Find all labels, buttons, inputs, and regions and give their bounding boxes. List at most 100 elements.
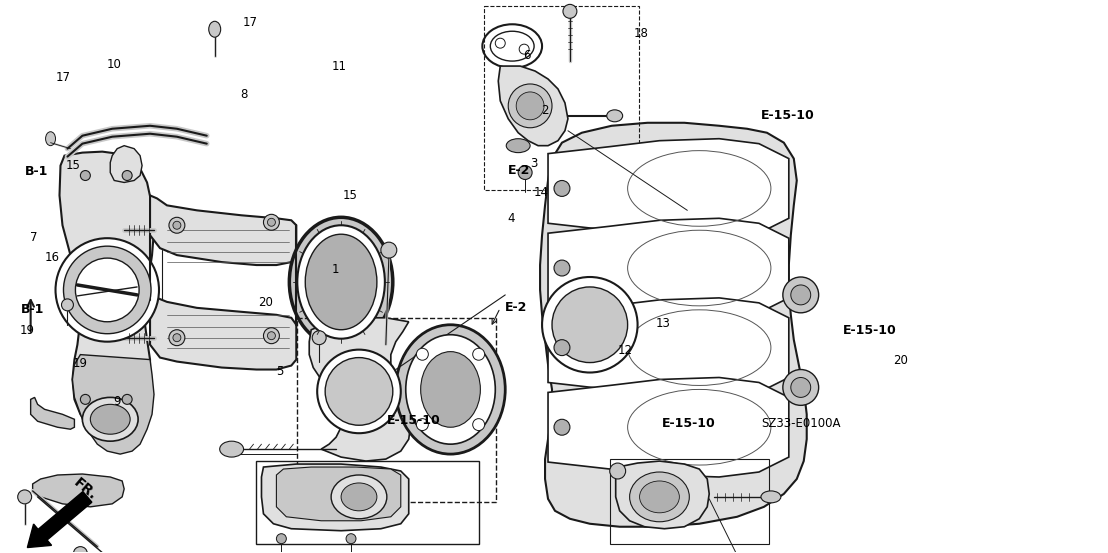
Ellipse shape [312,331,326,345]
Text: 7: 7 [30,232,38,244]
Ellipse shape [629,472,689,522]
Text: 2: 2 [541,104,548,117]
Text: 3: 3 [530,157,537,170]
Ellipse shape [122,170,132,180]
Ellipse shape [554,340,570,356]
Ellipse shape [91,404,130,434]
Text: 19: 19 [19,324,34,337]
Text: 20: 20 [893,353,909,367]
Ellipse shape [331,475,387,519]
Ellipse shape [63,246,151,333]
Polygon shape [110,145,142,182]
Text: 6: 6 [523,49,531,62]
Polygon shape [540,123,807,527]
Ellipse shape [173,221,181,229]
Text: 4: 4 [507,212,515,225]
Ellipse shape [289,217,393,347]
Ellipse shape [791,378,811,398]
Ellipse shape [317,349,401,433]
Ellipse shape [519,165,532,180]
Ellipse shape [341,483,377,511]
Ellipse shape [607,110,623,122]
Ellipse shape [122,394,132,404]
Ellipse shape [761,491,781,503]
Polygon shape [616,461,709,529]
Text: B-1: B-1 [21,304,44,316]
Text: E-15-10: E-15-10 [761,109,815,122]
Ellipse shape [563,4,577,18]
Ellipse shape [417,419,429,431]
Polygon shape [276,467,401,521]
Ellipse shape [406,335,495,444]
Polygon shape [72,354,154,454]
Ellipse shape [417,348,429,360]
Ellipse shape [554,180,570,196]
Bar [484,7,638,190]
Ellipse shape [783,369,819,405]
Polygon shape [31,398,74,429]
Ellipse shape [516,92,544,120]
Text: B-1: B-1 [24,165,49,179]
Ellipse shape [306,234,377,330]
Ellipse shape [173,333,181,342]
Ellipse shape [552,287,627,363]
Ellipse shape [45,132,55,145]
Text: E-2: E-2 [505,301,527,314]
Ellipse shape [554,419,570,435]
Bar [297,318,496,502]
Ellipse shape [509,84,552,128]
Ellipse shape [396,325,505,454]
Bar [256,461,480,544]
Polygon shape [150,298,296,369]
Ellipse shape [639,481,679,513]
Ellipse shape [168,217,185,233]
Ellipse shape [325,358,393,425]
Text: 9: 9 [113,395,121,409]
Ellipse shape [421,352,481,427]
Ellipse shape [219,441,244,457]
Text: 16: 16 [44,251,60,264]
Polygon shape [60,152,154,434]
Text: 10: 10 [106,58,121,71]
Ellipse shape [168,330,185,346]
Text: 12: 12 [618,345,633,357]
Ellipse shape [609,463,626,479]
Text: E-2: E-2 [507,164,530,178]
Text: E-15-10: E-15-10 [387,414,440,427]
Ellipse shape [73,546,88,553]
Ellipse shape [81,170,91,180]
Text: E-15-10: E-15-10 [843,324,896,337]
Ellipse shape [75,258,140,322]
Ellipse shape [297,225,384,338]
Ellipse shape [264,215,279,230]
Text: E-15-10: E-15-10 [663,418,716,430]
Polygon shape [309,318,411,461]
Ellipse shape [506,139,530,153]
Text: 8: 8 [239,88,247,101]
Text: 20: 20 [258,296,274,310]
Text: 5: 5 [276,364,284,378]
Ellipse shape [791,285,811,305]
Ellipse shape [554,260,570,276]
Text: 17: 17 [55,71,71,84]
Ellipse shape [783,277,819,313]
Ellipse shape [381,242,397,258]
Polygon shape [261,464,409,531]
Ellipse shape [82,398,138,441]
FancyArrow shape [28,492,92,547]
Ellipse shape [276,534,286,544]
Polygon shape [548,139,789,238]
Text: 14: 14 [534,186,550,200]
Polygon shape [548,298,789,398]
Polygon shape [548,218,789,318]
Text: 15: 15 [342,189,357,201]
Polygon shape [548,378,789,477]
Text: FR.: FR. [71,475,99,503]
Ellipse shape [18,490,32,504]
Ellipse shape [473,419,484,431]
Ellipse shape [267,332,276,340]
Text: 15: 15 [65,159,81,172]
Polygon shape [32,474,124,507]
Ellipse shape [267,218,276,226]
Text: 18: 18 [634,27,648,40]
